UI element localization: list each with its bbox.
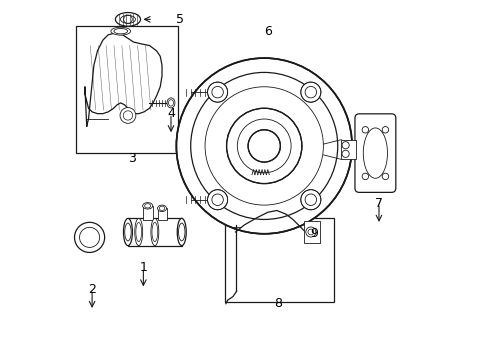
Ellipse shape <box>115 13 140 26</box>
Ellipse shape <box>135 219 142 246</box>
Bar <box>224 218 333 302</box>
Circle shape <box>207 190 227 210</box>
Circle shape <box>74 222 104 252</box>
Ellipse shape <box>157 205 166 212</box>
Bar <box>128 219 182 246</box>
Bar <box>157 208 166 220</box>
Circle shape <box>247 130 280 162</box>
Circle shape <box>226 108 301 184</box>
Text: 7: 7 <box>374 197 382 210</box>
Circle shape <box>300 190 320 210</box>
Bar <box>303 221 319 243</box>
Text: 3: 3 <box>127 152 135 165</box>
Bar <box>76 26 178 153</box>
Ellipse shape <box>167 98 175 108</box>
Text: 6: 6 <box>264 25 271 38</box>
Circle shape <box>207 82 227 102</box>
Bar <box>142 206 152 220</box>
Text: 2: 2 <box>88 283 96 296</box>
Text: 1: 1 <box>139 261 147 274</box>
Circle shape <box>120 108 136 123</box>
Ellipse shape <box>111 27 130 35</box>
FancyBboxPatch shape <box>354 114 395 192</box>
Ellipse shape <box>142 203 152 209</box>
Circle shape <box>176 58 351 234</box>
Bar <box>341 140 355 159</box>
Text: 5: 5 <box>176 13 183 26</box>
Ellipse shape <box>177 219 186 246</box>
Text: 8: 8 <box>274 297 282 310</box>
Ellipse shape <box>123 219 132 246</box>
Circle shape <box>300 82 320 102</box>
Text: 4: 4 <box>167 107 175 120</box>
Text: 9: 9 <box>310 227 318 240</box>
Ellipse shape <box>151 219 159 246</box>
